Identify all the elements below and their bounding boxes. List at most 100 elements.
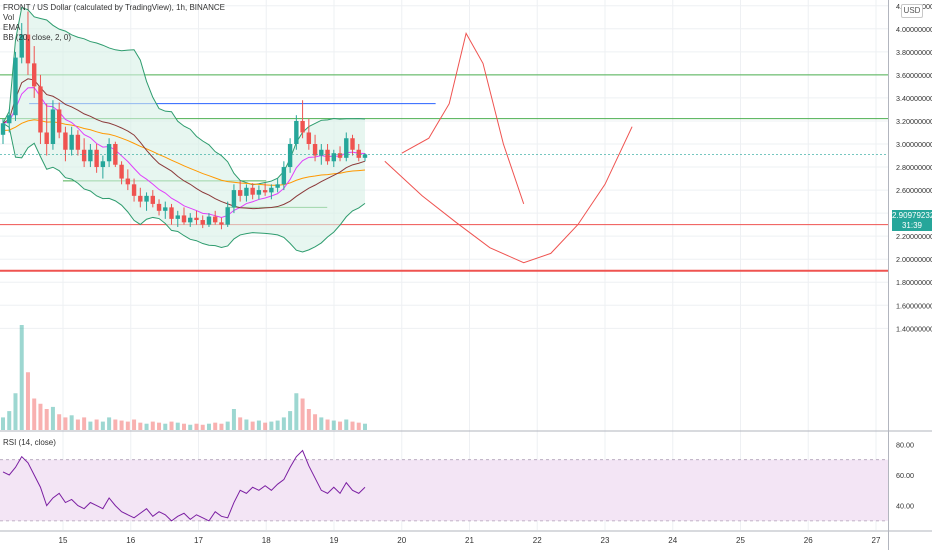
candle-body (213, 216, 218, 223)
volume-bar (107, 417, 112, 430)
freehand-drawing[interactable] (384, 32, 633, 264)
volume-bar (325, 419, 330, 430)
volume-bar (188, 424, 193, 430)
volume-bar (82, 417, 87, 430)
rsi-legend[interactable]: RSI (14, close) (3, 438, 56, 447)
drawing-stroke (401, 32, 525, 205)
price-label: 3.00000000 (896, 140, 932, 149)
price-label: 2.60000000 (896, 186, 932, 195)
legend-vol[interactable]: Vol (3, 13, 15, 22)
price-label: 2.00000000 (896, 255, 932, 264)
candle-body (269, 187, 274, 193)
candle-body (206, 216, 212, 225)
candle-body (294, 120, 299, 144)
volume-bar (269, 421, 274, 430)
volume-bar (138, 422, 143, 430)
volume-bar (256, 420, 261, 430)
volume-bar (356, 422, 361, 430)
volume-bar (32, 398, 37, 430)
candle-body (362, 154, 368, 158)
volume-bar (213, 422, 218, 430)
price-axis[interactable]: 4.400000004.200000004.000000003.80000000… (896, 0, 932, 511)
candle-body (69, 134, 74, 150)
time-label: 27 (872, 536, 881, 545)
volume-bar (281, 417, 286, 430)
candle-body (219, 222, 224, 225)
time-label: 20 (397, 536, 406, 545)
candle-body (194, 217, 199, 221)
volume-bar (244, 419, 249, 430)
time-label: 25 (736, 536, 745, 545)
candle-body (325, 149, 330, 162)
time-label: 23 (601, 536, 610, 545)
volume-bar (94, 419, 99, 430)
volume-bar (344, 419, 349, 430)
volume-bar (294, 393, 299, 430)
candle-body (156, 203, 162, 211)
volume-bar (182, 423, 186, 430)
volume-bar (113, 419, 118, 430)
candle-body (225, 207, 230, 225)
price-label: 1.80000000 (896, 278, 932, 287)
volume-bar (69, 415, 74, 430)
bar-countdown: 31:39 (901, 221, 923, 230)
candle-body (44, 132, 49, 144)
volume-bar (331, 420, 336, 430)
candle-body (150, 195, 155, 204)
candle-body (7, 115, 12, 124)
candle-body (356, 149, 361, 158)
volume-bar (163, 423, 168, 430)
volume-bar (150, 421, 155, 430)
chart-title[interactable]: FRONT / US Dollar (calculated by Trading… (3, 3, 226, 12)
volume-bar (194, 423, 199, 430)
candle-body (94, 149, 99, 168)
rsi-panel[interactable] (0, 449, 888, 522)
legend-bb[interactable]: BB (20, close, 2, 0) (3, 33, 72, 42)
volume-bar (275, 420, 280, 430)
volume-bar (13, 393, 18, 430)
volume-bar (57, 414, 62, 430)
candle-body (32, 63, 37, 87)
volume-bar (250, 421, 255, 430)
candle-body (275, 184, 280, 188)
volume-bars (1, 325, 367, 430)
volume-bar (100, 421, 105, 430)
volume-bar (225, 421, 230, 430)
candle-body (75, 134, 81, 150)
candle-body (331, 153, 336, 162)
candle-body (231, 190, 237, 208)
candle-body (312, 144, 318, 156)
candle-body (38, 86, 43, 133)
candle-body (250, 187, 255, 195)
ema-long-line (2, 119, 366, 186)
price-label: 2.80000000 (896, 163, 932, 172)
legend-ema[interactable]: EMA (3, 23, 21, 32)
volume-bar (38, 403, 43, 430)
volume-bar (338, 421, 343, 430)
volume-bar (7, 411, 12, 430)
candle-body (144, 195, 149, 202)
candle-body (244, 187, 249, 196)
price-label: 1.40000000 (896, 324, 932, 333)
candle-body (181, 215, 187, 223)
time-label: 18 (262, 536, 271, 545)
time-axis[interactable]: 15 16 17 18 19 20 21 22 23 24 25 26 27 (59, 536, 881, 545)
candle-body (0, 123, 6, 135)
candle-body (281, 167, 287, 185)
candle-body (119, 164, 124, 179)
time-label: 21 (465, 536, 474, 545)
volume-bar (231, 409, 236, 430)
candlesticks (0, 11, 888, 230)
candle-body (319, 149, 324, 156)
volume-bar (238, 417, 243, 430)
currency-button[interactable]: USD (901, 4, 923, 18)
candle-body (237, 190, 243, 196)
candle-body (125, 178, 131, 185)
volume-bar (319, 417, 324, 430)
rsi-label: 80.00 (896, 440, 914, 449)
candle-body (337, 153, 343, 158)
volume-bar (50, 406, 55, 430)
volume-bar (169, 421, 174, 430)
time-label: 22 (533, 536, 542, 545)
